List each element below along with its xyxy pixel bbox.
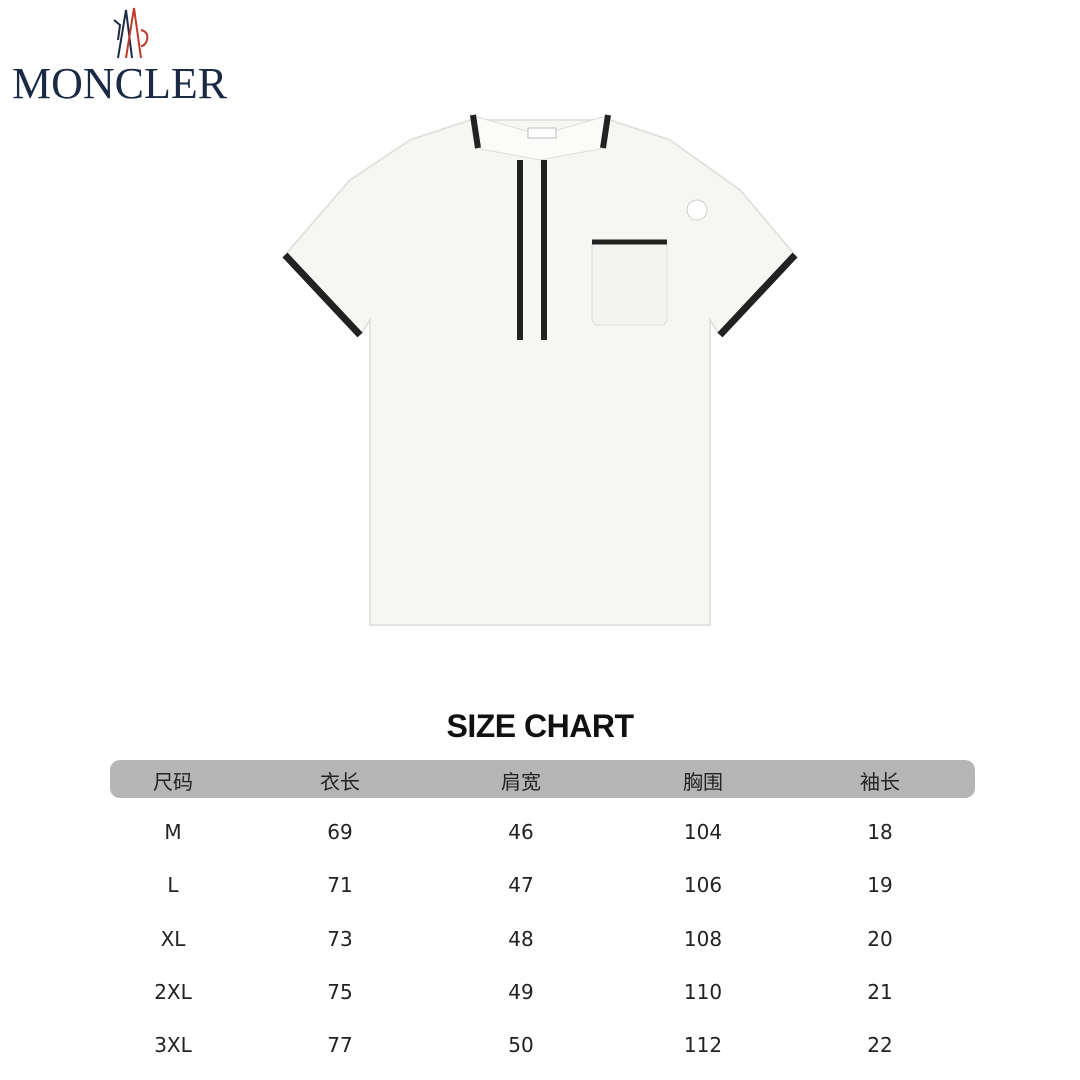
- polo-shirt-image: [282, 114, 798, 626]
- table-cell: 50: [508, 1033, 534, 1057]
- table-cell: 110: [683, 980, 723, 1004]
- column-header: 胸围: [683, 770, 723, 794]
- column-header: 袖长: [860, 770, 900, 794]
- table-cell: 19: [867, 873, 893, 897]
- table-cell: 108: [683, 927, 723, 951]
- table-cell: 112: [683, 1033, 723, 1057]
- column-header: 尺码: [153, 770, 193, 794]
- size-chart-title: SIZE CHART: [446, 708, 635, 744]
- table-cell: 46: [508, 820, 534, 844]
- table-cell: 73: [327, 927, 353, 951]
- table-cell: 77: [327, 1033, 353, 1057]
- table-cell: 69: [327, 820, 353, 844]
- table-cell: L: [167, 873, 179, 897]
- table-cell: 106: [683, 873, 723, 897]
- table-cell: 3XL: [154, 1033, 192, 1057]
- moncler-logo-icon: [113, 7, 149, 59]
- table-cell: 20: [867, 927, 893, 951]
- column-header: 衣长: [320, 770, 360, 794]
- table-cell: 18: [867, 820, 893, 844]
- table-cell: 71: [327, 873, 353, 897]
- table-cell: 21: [867, 980, 893, 1004]
- table-cell: 48: [508, 927, 534, 951]
- table-cell: M: [164, 820, 182, 844]
- table-cell: 104: [683, 820, 723, 844]
- column-header: 肩宽: [501, 770, 541, 794]
- table-cell: 75: [327, 980, 353, 1004]
- table-cell: 49: [508, 980, 534, 1004]
- size-chart-header-bar: [110, 760, 975, 798]
- brand-name: MONCLER: [12, 59, 228, 108]
- table-cell: 2XL: [154, 980, 192, 1004]
- table-cell: XL: [160, 927, 186, 951]
- table-cell: 47: [508, 873, 534, 897]
- table-cell: 22: [867, 1033, 893, 1057]
